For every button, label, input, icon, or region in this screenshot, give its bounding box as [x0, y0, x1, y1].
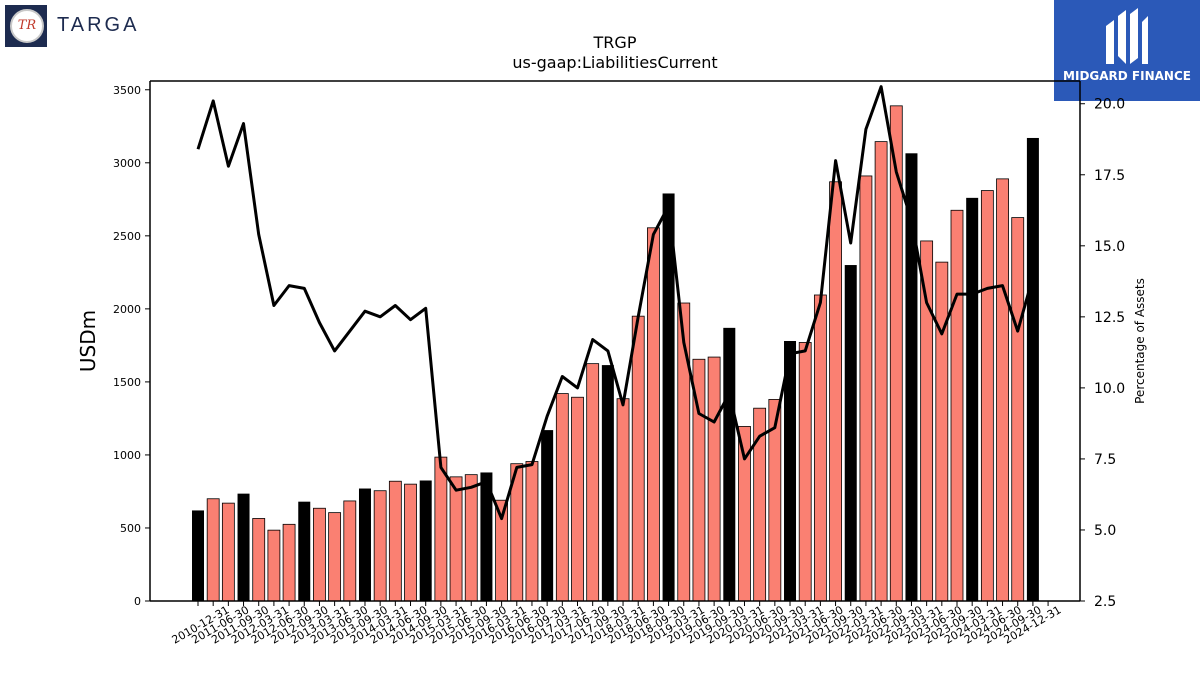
bar [844, 265, 857, 601]
bar [905, 153, 918, 601]
y2-tick-label: 7.5 [1094, 452, 1116, 468]
bar [555, 393, 569, 602]
bar [996, 178, 1009, 602]
y-tick-label: 1500 [113, 376, 141, 389]
bar [980, 190, 994, 602]
y-tick-label: 0 [134, 595, 141, 608]
bar [434, 456, 448, 602]
bar [388, 480, 402, 602]
bar [267, 529, 281, 602]
y2-tick-label: 20.0 [1094, 97, 1125, 113]
targa-logo-initials: TR [10, 9, 44, 43]
y-tick-label: 500 [120, 522, 141, 535]
bar [282, 523, 296, 602]
bar [449, 476, 463, 602]
bar [966, 197, 979, 601]
targa-logo: TR TARGA [5, 5, 160, 47]
y2-axis-label: Percentage of Assets [1133, 278, 1147, 404]
bar [784, 341, 797, 601]
bar [252, 518, 266, 602]
bar [221, 502, 235, 602]
y-tick-label: 3500 [113, 84, 141, 97]
percentage-line [196, 85, 1035, 521]
bar [829, 181, 842, 602]
y-tick-label: 2500 [113, 230, 141, 243]
bar [1011, 217, 1025, 602]
y-axis-label: USDm [76, 310, 100, 372]
targa-logo-mark: TR [5, 5, 47, 47]
bar [631, 315, 645, 602]
bar [206, 498, 220, 602]
bar [525, 461, 539, 602]
bar [586, 363, 600, 602]
bar [464, 474, 478, 602]
axes [149, 80, 1081, 602]
bar [571, 396, 584, 602]
bar [662, 193, 675, 601]
bar [707, 356, 721, 602]
bar-series [192, 105, 1039, 602]
bar [889, 105, 903, 602]
chart-subtitle: us-gaap:LiabilitiesCurrent [512, 53, 717, 72]
y-tick-label: 1000 [113, 449, 141, 462]
y-axis-ticks: 0 500 1000 1500 2000 2500 3000 3500 [113, 84, 150, 608]
bar [298, 501, 311, 601]
bar [192, 510, 204, 601]
bar [813, 294, 827, 602]
bar [950, 209, 964, 602]
y-tick-label: 2000 [113, 303, 141, 316]
bar [874, 141, 888, 602]
bar [419, 480, 432, 601]
midgard-logo-icon [1106, 8, 1148, 64]
chart-title: TRGP [593, 33, 637, 52]
bar [647, 227, 660, 602]
midgard-finance-logo: MIDGARD FINANCE [1054, 0, 1200, 101]
bar [601, 365, 614, 601]
targa-logo-text: TARGA [57, 14, 140, 36]
bar [358, 488, 371, 601]
line-series [196, 85, 1035, 521]
bar [935, 261, 949, 602]
bar [313, 507, 326, 602]
x-axis-ticks: 2010-12-312011-06-302011-09-302012-03-31… [170, 601, 1064, 647]
bar [480, 472, 493, 601]
y2-tick-label: 2.5 [1094, 594, 1116, 610]
y2-tick-label: 15.0 [1094, 239, 1125, 255]
bar [373, 490, 387, 602]
bar [723, 327, 736, 601]
bar [328, 512, 342, 602]
bar [343, 500, 357, 602]
y2-tick-label: 17.5 [1094, 168, 1125, 184]
bar [237, 493, 250, 601]
y2-tick-label: 5.0 [1094, 523, 1116, 539]
bar [541, 430, 554, 601]
y2-axis-ticks: 2.5 5.0 7.5 10.0 12.5 15.0 17.5 20.0 [1080, 97, 1125, 610]
bar [616, 398, 630, 602]
y-tick-label: 3000 [113, 157, 141, 170]
y2-tick-label: 10.0 [1094, 381, 1125, 397]
y2-tick-label: 12.5 [1094, 310, 1125, 326]
bar [798, 342, 812, 602]
bar [859, 175, 873, 602]
midgard-logo-text: MIDGARD FINANCE [1063, 69, 1191, 83]
bar [404, 483, 417, 602]
bar [1026, 137, 1039, 601]
